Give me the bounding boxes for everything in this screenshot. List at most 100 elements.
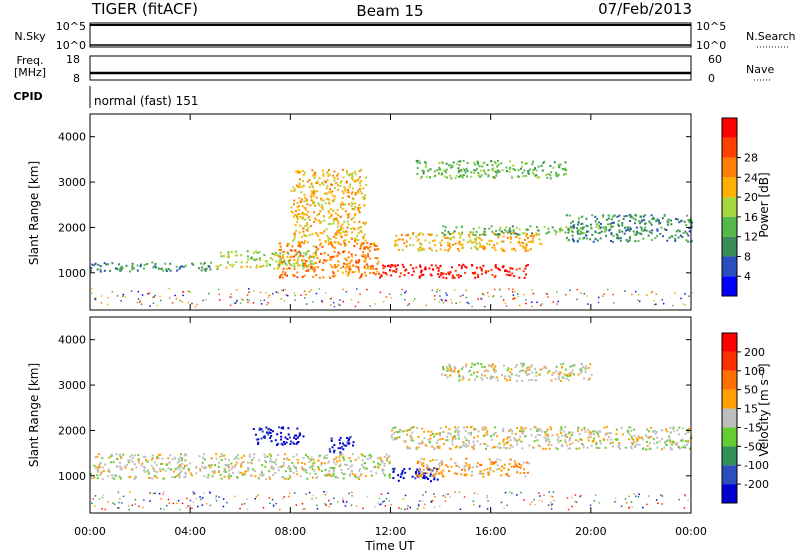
data-cell	[169, 269, 172, 272]
data-cell	[363, 462, 366, 465]
data-cell	[500, 247, 503, 250]
data-cell	[314, 269, 317, 272]
data-cell	[346, 220, 349, 223]
data-cell	[371, 265, 374, 268]
data-cell	[95, 297, 97, 299]
data-cell	[354, 254, 357, 257]
data-cell	[539, 368, 542, 371]
data-cell	[668, 236, 671, 239]
data-cell	[521, 369, 524, 372]
data-cell	[541, 169, 544, 172]
data-cell	[347, 271, 350, 274]
data-cell	[294, 224, 297, 227]
data-cell	[284, 478, 287, 480]
data-cell	[187, 302, 190, 304]
data-cell	[478, 174, 480, 177]
data-cell	[686, 214, 689, 217]
data-cell	[516, 471, 519, 474]
data-cell	[246, 466, 249, 469]
data-cell	[511, 445, 514, 448]
data-cell	[632, 442, 635, 445]
data-cell	[470, 366, 473, 369]
data-cell	[297, 241, 300, 243]
data-cell	[277, 466, 280, 469]
data-cell	[516, 233, 519, 236]
data-cell	[271, 430, 274, 433]
data-cell	[602, 226, 605, 229]
data-cell	[363, 260, 366, 263]
data-cell	[449, 433, 452, 436]
data-cell	[472, 445, 475, 448]
data-cell	[597, 301, 600, 304]
data-cell	[656, 436, 658, 439]
data-cell	[295, 215, 298, 218]
data-cell	[118, 461, 121, 464]
data-cell	[160, 498, 162, 500]
data-cell	[365, 246, 368, 249]
data-cell	[509, 231, 512, 234]
data-cell	[565, 169, 568, 172]
data-cell	[259, 259, 262, 261]
data-cell	[471, 362, 474, 365]
data-cell	[513, 437, 516, 440]
data-cell	[345, 263, 348, 266]
data-cell	[349, 183, 352, 186]
data-cell	[635, 233, 638, 236]
data-cell	[417, 238, 420, 241]
data-cell	[586, 295, 588, 297]
data-cell	[647, 436, 650, 439]
data-cell	[335, 236, 337, 239]
data-cell	[181, 502, 184, 505]
data-cell	[482, 233, 485, 236]
data-cell	[224, 470, 227, 473]
data-cell	[447, 432, 450, 435]
data-cell	[359, 229, 362, 232]
data-cell	[530, 301, 533, 303]
data-cell	[339, 304, 341, 307]
data-cell	[360, 473, 363, 475]
data-cell	[303, 265, 306, 268]
data-cell	[187, 468, 190, 471]
data-cell	[323, 252, 326, 254]
data-cell	[496, 464, 499, 467]
data-cell	[396, 244, 399, 247]
data-cell	[404, 508, 406, 511]
data-cell	[535, 174, 538, 177]
data-cell	[137, 459, 140, 462]
data-cell	[487, 175, 490, 178]
data-cell	[325, 474, 328, 477]
data-cell	[587, 230, 590, 233]
data-cell	[458, 240, 461, 243]
data-cell	[320, 197, 323, 200]
data-cell	[369, 305, 371, 307]
data-cell	[180, 453, 182, 456]
data-cell	[580, 428, 583, 431]
data-cell	[401, 471, 404, 474]
data-cell	[289, 263, 292, 266]
data-cell	[142, 455, 145, 458]
data-cell	[595, 441, 598, 444]
data-cell	[588, 433, 591, 436]
data-cell	[512, 167, 515, 170]
data-cell	[353, 228, 356, 231]
data-cell	[475, 236, 478, 239]
data-cell	[260, 474, 263, 477]
data-cell	[394, 426, 397, 429]
data-cell	[688, 427, 690, 430]
data-cell	[477, 273, 480, 276]
data-cell	[415, 446, 418, 449]
data-cell	[333, 444, 336, 446]
data-cell	[282, 267, 285, 270]
data-cell	[444, 249, 447, 252]
data-cell	[431, 474, 434, 477]
data-cell	[442, 368, 445, 371]
data-cell	[294, 254, 297, 257]
data-cell	[322, 261, 325, 264]
data-cell	[246, 250, 249, 253]
data-cell	[490, 268, 493, 271]
data-cell	[577, 373, 580, 376]
data-cell	[545, 232, 548, 235]
data-cell	[427, 478, 429, 480]
data-cell	[341, 227, 344, 230]
data-cell	[293, 274, 296, 277]
